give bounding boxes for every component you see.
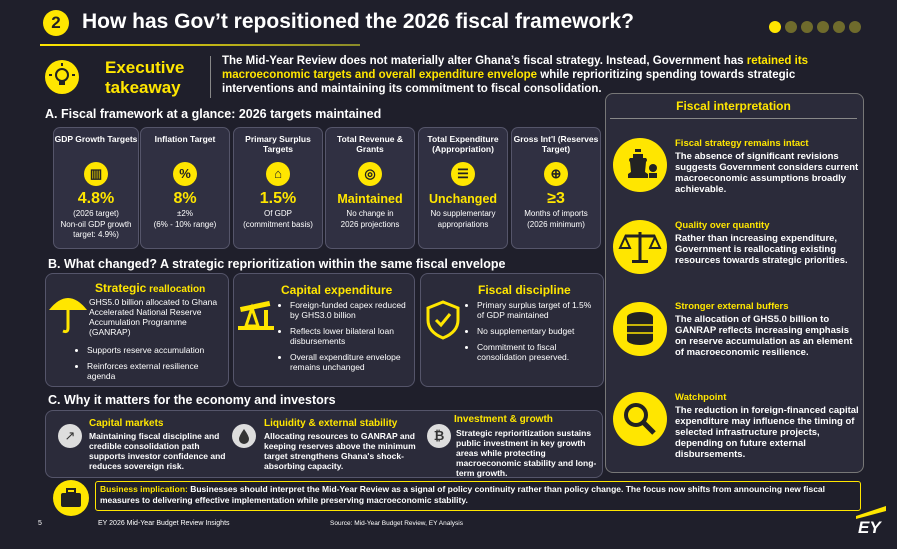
expenditure-icon: ☰ [451, 162, 475, 186]
target-card-reserves: Gross Int'l (Reserves Target) ⊕ ≥3 Months o… [511, 127, 601, 249]
target-card-primary-surplus: Primary Surplus Targets ⌂ 1.5% Of GDP (commi… [233, 127, 323, 249]
database-icon [613, 302, 667, 356]
progress-dots [765, 20, 861, 38]
interp-2-title: Quality over quantity [675, 220, 770, 231]
target-card-gdp: GDP Growth Targets ▥ 4.8% (2026 target) Non-… [53, 127, 139, 249]
implication-text: Business implication: Businesses should … [100, 484, 856, 506]
capex-bullets: Foreign-funded capex reduced by GHS3.0 b… [279, 300, 411, 378]
chart-up-icon: ↗ [58, 424, 82, 448]
target-card-head: Primary Surplus Targets [234, 128, 322, 156]
target-card-value: 8% [141, 190, 229, 208]
discipline-bullets: Primary surplus target of 1.5% of GDP ma… [466, 300, 598, 368]
target-card-value: Maintained [326, 190, 414, 208]
target-card-sub2: appropriations [419, 219, 507, 230]
revenue-icon: ◎ [358, 162, 382, 186]
gdp-icon: ▥ [84, 162, 108, 186]
target-card-sub2: (2026 minimum) [512, 219, 600, 230]
lightbulb-icon [45, 60, 79, 94]
target-card-head: GDP Growth Targets [54, 128, 138, 156]
briefcase-icon [53, 480, 89, 516]
target-card-value: Unchanged [419, 190, 507, 208]
chess-icon [613, 138, 667, 192]
interpretation-title: Fiscal interpretation [605, 99, 862, 113]
capex-title: Capital expenditure [281, 283, 392, 297]
interp-2-text: Rather than increasing expenditure, Gove… [675, 233, 860, 266]
water-drop-icon [232, 424, 256, 448]
footer-doc-title: EY 2026 Mid-Year Budget Review Insights [98, 520, 230, 527]
discipline-title: Fiscal discipline [478, 283, 571, 297]
strategic-lead: GHS5.0 billion allocated to Ghana Accele… [89, 297, 224, 337]
primary-surplus-icon: ⌂ [266, 162, 290, 186]
target-card-head: Total Expenditure (Appropriation) [419, 128, 507, 156]
target-card-head: Gross Int'l (Reserves Target) [512, 128, 600, 156]
section-c-title: C. Why it matters for the economy and in… [48, 393, 336, 407]
target-card-sub1: No change in [326, 208, 414, 219]
strategic-bullets: Supports reserve accumulationReinforces … [76, 345, 224, 387]
interp-1-title: Fiscal strategy remains intact [675, 138, 809, 149]
interp-1-text: The absence of significant revisions sug… [675, 151, 860, 195]
exec-text: The Mid-Year Review does not materially … [222, 54, 852, 96]
page-title: How has Gov’t repositioned the 2026 fisc… [82, 10, 634, 34]
interpretation-underline [610, 118, 857, 119]
footer-source: Source: Mid-Year Budget Review, EY Analy… [330, 520, 463, 527]
interp-4-title: Watchpoint [675, 392, 726, 403]
exec-divider [210, 56, 211, 98]
ey-logo: EY [852, 504, 888, 538]
target-card-sub1: (2026 target) [54, 208, 138, 219]
exec-title: Executive takeaway [105, 58, 184, 98]
bitcoin-icon: ₿ [427, 424, 451, 448]
capital-markets-text: Maintaining fiscal discipline and credib… [89, 431, 234, 471]
title-underline [40, 44, 360, 46]
target-card-sub1: ±2% [141, 208, 229, 219]
target-card-value: ≥3 [512, 190, 600, 208]
strategic-title: Strategic reallocation [95, 281, 205, 295]
interp-4-text: The reduction in foreign-financed capita… [675, 405, 860, 460]
target-card-head: Total Revenue & Grants [326, 128, 414, 156]
liquidity-title: Liquidity & external stability [264, 418, 397, 429]
section-a-title: A. Fiscal framework at a glance: 2026 ta… [45, 107, 381, 121]
investment-title: Investment & growth [454, 414, 553, 425]
umbrella-icon [47, 290, 89, 339]
liquidity-text: Allocating resources to GANRAP and keepi… [264, 431, 424, 471]
target-card-sub2: (6% - 10% range) [141, 219, 229, 230]
target-card-value: 4.8% [54, 190, 138, 208]
target-card-head: Inflation Target [141, 128, 229, 156]
target-card-inflation: Inflation Target% 8% ±2% (6% - 10% range) [140, 127, 230, 249]
inflation-icon: % [173, 162, 197, 186]
oil-pump-icon [236, 294, 276, 339]
capital-markets-title: Capital markets [89, 418, 163, 429]
page-number: 5 [38, 520, 42, 527]
target-card-sub2: Non-oil GDP growth target: 4.9%) [54, 219, 138, 240]
scales-icon [613, 220, 667, 274]
target-card-revenue: Total Revenue & Grants ◎ Maintained No chan… [325, 127, 415, 249]
target-card-sub1: Of GDP [234, 208, 322, 219]
investment-text: Strategic reprioritization sustains publ… [456, 428, 601, 478]
target-card-sub1: Months of imports [512, 208, 600, 219]
shield-check-icon [425, 300, 461, 345]
section-number-badge: 2 [43, 10, 69, 36]
section-b-title: B. What changed? A strategic reprioritiz… [48, 257, 506, 271]
target-card-value: 1.5% [234, 190, 322, 208]
interp-3-title: Stronger external buffers [675, 301, 789, 312]
reserves-icon: ⊕ [544, 162, 568, 186]
target-card-expenditure: Total Expenditure (Appropriation) ☰ Unchan… [418, 127, 508, 249]
magnifier-icon [613, 392, 667, 446]
target-card-sub1: No supplementary [419, 208, 507, 219]
target-card-sub2: (commitment basis) [234, 219, 322, 230]
interp-3-text: The allocation of GHS5.0 billion to GANR… [675, 314, 860, 358]
target-card-sub2: 2026 projections [326, 219, 414, 230]
